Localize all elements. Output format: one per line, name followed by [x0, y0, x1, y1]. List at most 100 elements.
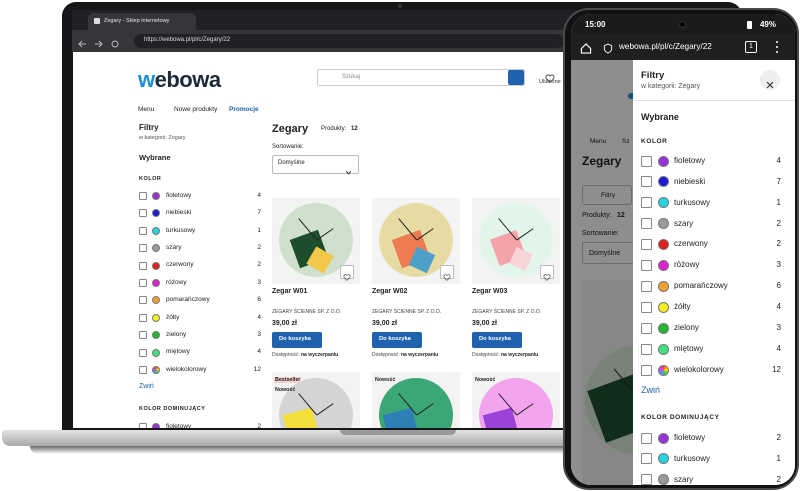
tabs-count: 1 [749, 43, 753, 51]
color-name[interactable]: niebieski [166, 209, 192, 217]
checkbox[interactable] [139, 366, 147, 374]
product-price: 39,00 zł [472, 320, 497, 328]
nav-link[interactable]: Promocje [229, 105, 259, 113]
checkbox[interactable] [641, 453, 652, 465]
color-name[interactable]: czerwony [166, 261, 194, 269]
color-name[interactable]: różowy [166, 278, 187, 286]
panel-subtitle: w kategorii: Zegary [641, 83, 701, 91]
selected-heading: Wybrane [139, 153, 171, 163]
wishlist-button[interactable] [340, 265, 354, 279]
product-name[interactable]: Zegar W03 [472, 288, 508, 296]
checkbox[interactable] [641, 239, 652, 251]
add-to-cart[interactable] [372, 332, 422, 348]
favorites-icon-svg [545, 74, 555, 83]
add-to-cart[interactable] [472, 332, 522, 348]
checkbox[interactable] [641, 155, 652, 167]
color-count: 2 [776, 474, 781, 484]
color-count: 3 [776, 260, 781, 270]
color-name[interactable]: turkusowy [166, 226, 196, 234]
checkbox[interactable] [641, 301, 652, 313]
color-name[interactable]: fioletowy [166, 422, 192, 428]
x [766, 81, 774, 89]
wishlist-button[interactable] [540, 265, 554, 279]
color-name[interactable]: różowy [674, 260, 700, 270]
color-name[interactable]: wielokolorowy [166, 365, 207, 373]
checkbox[interactable] [139, 423, 147, 428]
color-name[interactable]: turkusowy [674, 453, 711, 463]
checkbox[interactable] [139, 226, 147, 235]
color-name[interactable]: żółty [166, 313, 180, 321]
color-name[interactable]: niebieski [674, 176, 706, 186]
collapse-link[interactable]: Zwiń [139, 383, 154, 391]
color-count: 3 [257, 330, 261, 338]
checkbox[interactable] [139, 192, 147, 200]
color-count: 3 [257, 278, 261, 286]
color-name[interactable]: czerwony [674, 239, 708, 249]
checkbox[interactable] [139, 296, 147, 305]
checkbox[interactable] [139, 313, 147, 322]
checkbox[interactable] [139, 331, 147, 340]
checkbox[interactable] [139, 261, 147, 270]
checkbox[interactable] [641, 280, 652, 292]
color-count: 12 [772, 364, 781, 374]
checkbox[interactable] [139, 209, 147, 218]
dominant-heading: KOLOR DOMINUJĄCY [139, 406, 206, 413]
favorites-label[interactable]: Ulubione [539, 79, 561, 86]
filters-subtitle: w kategorii: Zegary [139, 135, 186, 142]
sort-select[interactable] [272, 155, 359, 174]
color-name[interactable]: pomarańczowy [166, 296, 210, 304]
color-heading: KOLOR [139, 176, 162, 183]
checkbox[interactable] [641, 176, 652, 188]
product-name[interactable]: Zegar W02 [372, 288, 408, 296]
color-count: 2 [257, 422, 261, 428]
favorites-icon [545, 70, 555, 83]
color-name[interactable]: zielony [166, 330, 187, 338]
panel-collapse[interactable]: Zwiń [641, 385, 661, 396]
color-name[interactable]: miętowy [166, 348, 190, 356]
color-name[interactable]: żółty [674, 302, 691, 312]
menu-dot [776, 41, 779, 44]
color-count: 2 [776, 432, 781, 442]
color-name[interactable]: turkusowy [674, 197, 711, 207]
color-name[interactable]: fioletowy [674, 155, 706, 165]
color-name[interactable]: szary [674, 474, 694, 484]
checkbox[interactable] [641, 260, 652, 271]
search-placeholder: Szukaj [342, 74, 361, 81]
color-name[interactable]: miętowy [674, 343, 704, 353]
checkbox[interactable] [641, 218, 652, 230]
bg-sort-value: Domyślne [589, 250, 621, 258]
color-name[interactable]: zielony [674, 323, 699, 332]
sort-label: Sortowanie: [272, 144, 304, 151]
nav-link[interactable]: Menu [138, 105, 155, 113]
tabs-box[interactable] [745, 41, 757, 53]
filter-panel: Filtry w kategorii: Zegary Wybrane KOLOR fio… [633, 60, 795, 485]
color-name[interactable]: pomarańczowy [674, 281, 728, 291]
nav-link[interactable]: Nowe produkty [174, 105, 218, 113]
color-count: 4 [257, 191, 261, 199]
color-swatch [152, 423, 160, 428]
clock-face [279, 203, 353, 277]
search-button[interactable] [508, 70, 524, 85]
checkbox[interactable] [641, 322, 652, 334]
checkbox[interactable] [139, 244, 147, 253]
close-button[interactable] [760, 70, 780, 90]
color-name[interactable]: szary [166, 243, 182, 251]
checkbox[interactable] [641, 364, 652, 376]
color-name[interactable]: wielokolorowy [674, 364, 724, 374]
product-name[interactable]: Zegar W01 [272, 288, 308, 296]
checkbox[interactable] [641, 343, 652, 355]
checkbox[interactable] [139, 279, 147, 287]
panel-color-heading: KOLOR [641, 137, 668, 145]
add-to-cart[interactable] [272, 332, 322, 348]
checkbox[interactable] [641, 197, 652, 209]
add-to-cart-label: Do koszyka [479, 336, 511, 343]
color-name[interactable]: fioletowy [674, 432, 706, 442]
heart-path [545, 74, 555, 83]
checkbox[interactable] [641, 432, 652, 444]
wishlist-icon [443, 268, 451, 281]
checkbox[interactable] [139, 348, 147, 357]
color-name[interactable]: fioletowy [166, 191, 192, 199]
color-name[interactable]: szary [674, 218, 694, 228]
checkbox[interactable] [641, 474, 652, 485]
wishlist-button[interactable] [440, 265, 454, 279]
